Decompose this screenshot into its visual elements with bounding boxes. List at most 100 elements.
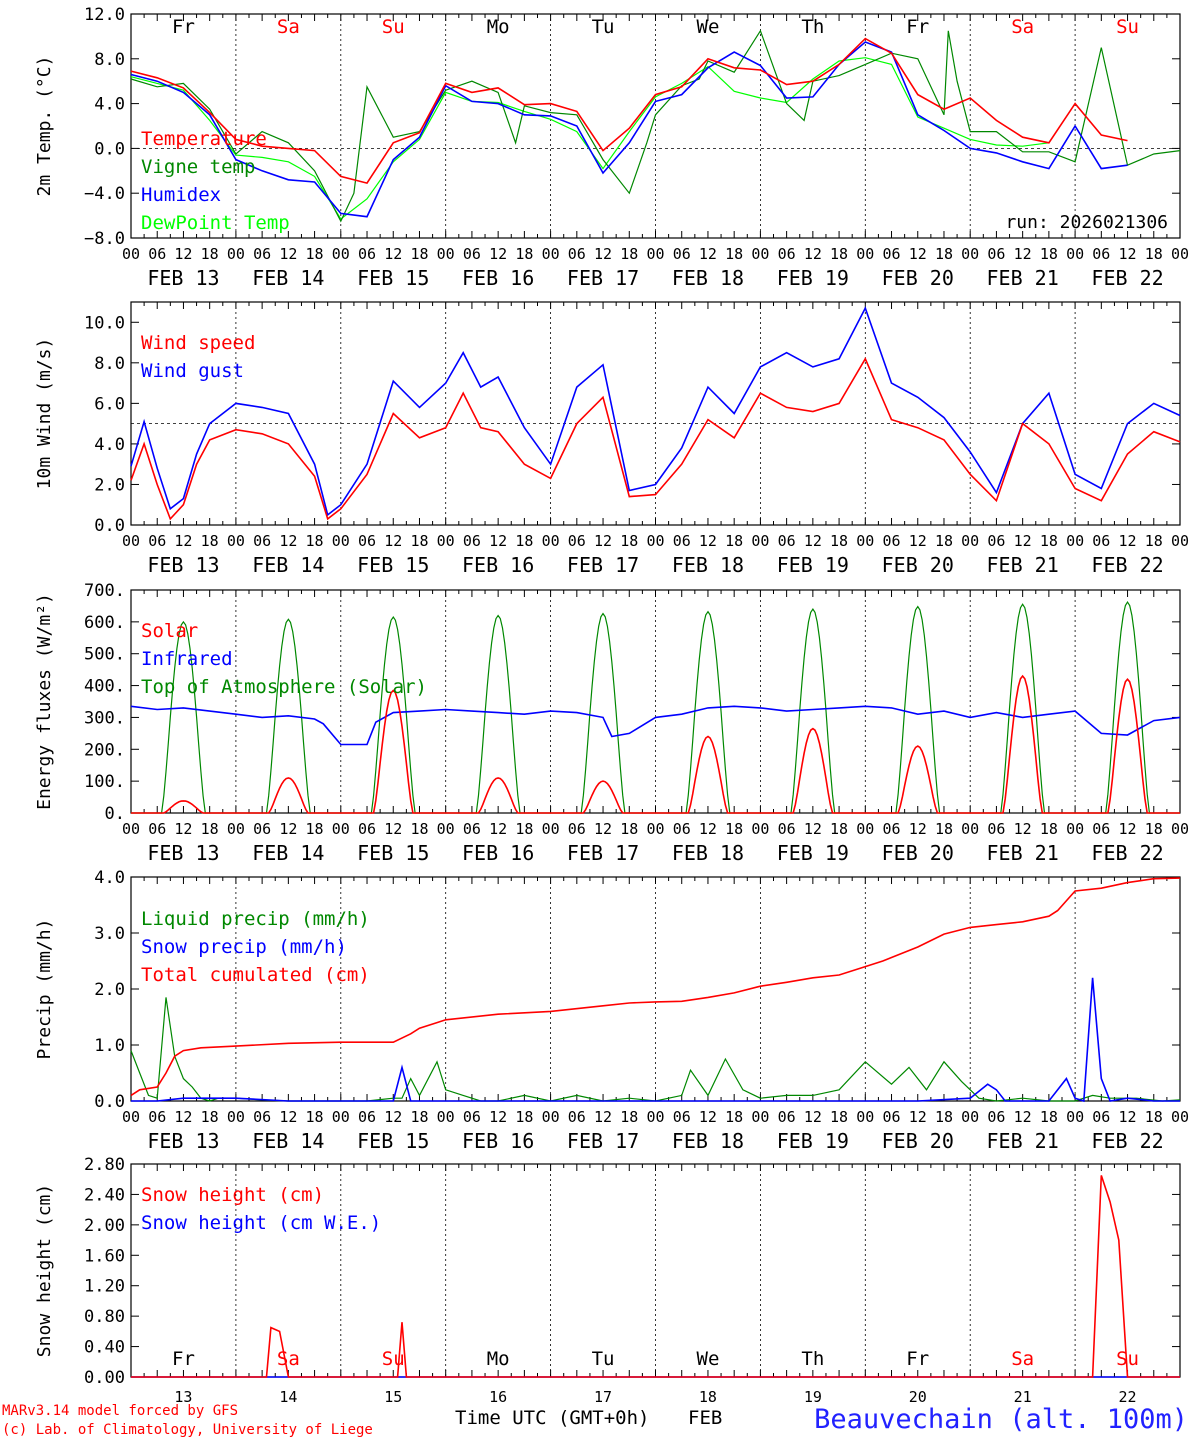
hour-tick-label: 00 bbox=[1066, 532, 1084, 550]
hour-tick-label: 18 bbox=[306, 532, 324, 550]
y-tick-label: 0. bbox=[105, 804, 125, 824]
hour-tick-label: 12 bbox=[1014, 532, 1032, 550]
hour-tick-label: 12 bbox=[489, 532, 507, 550]
y-tick-label: 4.0 bbox=[94, 435, 125, 455]
y-axis-title: Snow height (cm) bbox=[34, 1184, 55, 1357]
y-tick-label: 300. bbox=[84, 708, 125, 728]
weekday-label: Mo bbox=[487, 1348, 510, 1370]
date-label: FEB 13 bbox=[147, 266, 219, 290]
y-tick-label: 0.40 bbox=[84, 1338, 125, 1358]
hour-tick-label: 00 bbox=[646, 245, 664, 263]
hour-tick-label: 00 bbox=[332, 1108, 350, 1126]
weekday-label: Sa bbox=[277, 16, 300, 38]
hour-tick-label: 00 bbox=[856, 245, 874, 263]
y-tick-label: 1.0 bbox=[94, 1036, 125, 1056]
hour-tick-label: 00 bbox=[437, 1108, 455, 1126]
date-label: FEB 18 bbox=[672, 841, 744, 865]
hour-tick-label: 06 bbox=[253, 245, 271, 263]
legend-entry: Snow precip (mm/h) bbox=[141, 936, 347, 958]
hour-tick-label: 06 bbox=[882, 245, 900, 263]
hour-tick-label: 12 bbox=[279, 245, 297, 263]
hour-tick-label: 06 bbox=[987, 532, 1005, 550]
date-label: FEB 19 bbox=[777, 1129, 849, 1153]
hour-tick-label: 12 bbox=[1119, 532, 1137, 550]
y-tick-label: 8.0 bbox=[94, 50, 125, 70]
hour-tick-label: 18 bbox=[725, 532, 743, 550]
hour-tick-label: 12 bbox=[804, 1108, 822, 1126]
hour-tick-label: 00 bbox=[751, 1108, 769, 1126]
y-tick-label: 2.0 bbox=[94, 980, 125, 1000]
hour-tick-label: 00 bbox=[961, 820, 979, 838]
weekday-label: Fr bbox=[906, 1348, 929, 1370]
date-label: FEB 13 bbox=[147, 841, 219, 865]
hour-tick-label: 12 bbox=[594, 820, 612, 838]
hour-tick-label: 18 bbox=[1145, 820, 1163, 838]
hour-tick-label: 12 bbox=[909, 245, 927, 263]
hour-tick-label: 06 bbox=[358, 1108, 376, 1126]
hour-tick-label: 12 bbox=[1014, 245, 1032, 263]
legend-entry: Wind speed bbox=[141, 332, 255, 354]
hour-tick-label: 00 bbox=[646, 532, 664, 550]
run-label: run: 2026021306 bbox=[1005, 212, 1168, 233]
date-label: FEB 13 bbox=[147, 553, 219, 577]
hour-tick-label: 06 bbox=[358, 532, 376, 550]
hour-tick-label: 12 bbox=[594, 245, 612, 263]
date-label: FEB 22 bbox=[1091, 553, 1163, 577]
panel-energy: 700. 600. 500. 400. 300. 200. 100. 0. Energy flu… bbox=[34, 581, 1189, 865]
legend-entry: Liquid precip (mm/h) bbox=[141, 908, 370, 930]
hour-tick-label: 18 bbox=[410, 820, 428, 838]
hour-tick-label: 06 bbox=[148, 820, 166, 838]
hour-tick-label: 00 bbox=[961, 532, 979, 550]
y-tick-label: 12.0 bbox=[84, 5, 125, 25]
hour-tick-label: 06 bbox=[673, 532, 691, 550]
hour-tick-label: 12 bbox=[174, 1108, 192, 1126]
y-tick-label: 200. bbox=[84, 740, 125, 760]
x-axis-unit: FEB bbox=[688, 1407, 722, 1429]
series-line-total-cumulated-cm- bbox=[130, 877, 1181, 1097]
panel-snow: 2.80 2.40 2.00 1.60 1.20 0.80 0.40 0.00 Snow hei… bbox=[34, 1155, 1181, 1406]
date-label: FEB 18 bbox=[672, 553, 744, 577]
hour-tick-label: 06 bbox=[253, 820, 271, 838]
date-label: FEB 21 bbox=[987, 1129, 1059, 1153]
hour-tick-label: 12 bbox=[279, 1108, 297, 1126]
hour-tick-label: 06 bbox=[987, 245, 1005, 263]
hour-tick-label: 00 bbox=[856, 532, 874, 550]
weekday-label: Th bbox=[801, 16, 824, 38]
hour-tick-label: 18 bbox=[830, 245, 848, 263]
hour-tick-label: 06 bbox=[778, 532, 796, 550]
hour-tick-label: 12 bbox=[699, 820, 717, 838]
hour-tick-label: 12 bbox=[1014, 820, 1032, 838]
hour-tick-label: 18 bbox=[515, 820, 533, 838]
hour-tick-label: 18 bbox=[725, 1108, 743, 1126]
hour-tick-label: 18 bbox=[620, 245, 638, 263]
station-title: Beauvechain (alt. 100m) bbox=[814, 1404, 1188, 1435]
y-tick-label: 0.80 bbox=[84, 1307, 125, 1327]
hour-tick-label: 06 bbox=[882, 820, 900, 838]
day-number-label: 21 bbox=[1014, 1388, 1032, 1406]
hour-tick-label: 12 bbox=[1014, 1108, 1032, 1126]
date-label: FEB 20 bbox=[882, 266, 954, 290]
hour-tick-label: 00 bbox=[1066, 245, 1084, 263]
hour-tick-label: 18 bbox=[830, 1108, 848, 1126]
hour-tick-label: 00 bbox=[1171, 1108, 1189, 1126]
legend-entry: DewPoint Temp bbox=[141, 212, 290, 234]
y-axis-title: 2m Temp. (°C) bbox=[34, 56, 55, 197]
hour-tick-label: 12 bbox=[909, 820, 927, 838]
hour-tick-label: 18 bbox=[201, 820, 219, 838]
date-label: FEB 22 bbox=[1091, 841, 1163, 865]
hour-tick-label: 18 bbox=[935, 532, 953, 550]
hour-tick-label: 12 bbox=[699, 245, 717, 263]
hour-tick-label: 12 bbox=[384, 820, 402, 838]
legend-entry: Temperature bbox=[141, 128, 267, 150]
y-tick-label: 10.0 bbox=[84, 313, 125, 333]
hour-tick-label: 12 bbox=[699, 532, 717, 550]
date-label: FEB 20 bbox=[882, 553, 954, 577]
date-label: FEB 15 bbox=[357, 1129, 429, 1153]
hour-tick-label: 06 bbox=[568, 820, 586, 838]
hour-tick-label: 12 bbox=[174, 532, 192, 550]
hour-tick-label: 06 bbox=[253, 1108, 271, 1126]
hour-tick-label: 00 bbox=[646, 820, 664, 838]
day-number-label: 14 bbox=[279, 1388, 297, 1406]
credit-line-2: (c) Lab. of Climatology, University of L… bbox=[2, 1422, 373, 1438]
